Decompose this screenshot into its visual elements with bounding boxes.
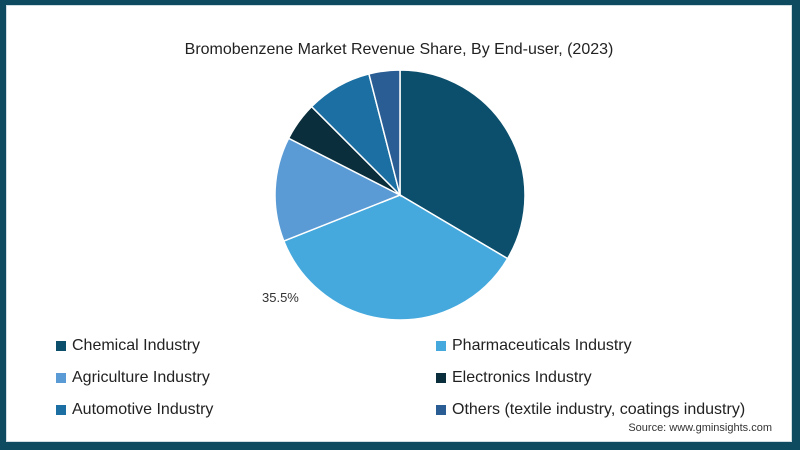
pie-slice-pharmaceuticals — [282, 194, 509, 321]
legend-item-chemical: Chemical Industry — [56, 335, 436, 357]
legend-swatch — [436, 373, 446, 383]
legend-item-electronics: Electronics Industry — [436, 367, 776, 389]
pie-chart — [274, 69, 526, 321]
pie-slices — [274, 69, 526, 321]
pie-slice-others — [368, 69, 401, 196]
legend-swatch — [56, 341, 66, 351]
chart-card: Bromobenzene Market Revenue Share, By En… — [6, 5, 792, 442]
legend-swatch — [436, 405, 446, 415]
legend-swatch — [56, 373, 66, 383]
legend-item-agriculture: Agriculture Industry — [56, 367, 436, 389]
chart-legend: Chemical Industry Pharmaceuticals Indust… — [56, 335, 776, 421]
pharmaceuticals-percent-label: 35.5% — [262, 290, 299, 305]
legend-item-automotive: Automotive Industry — [56, 399, 436, 421]
legend-swatch — [56, 405, 66, 415]
pie-slice-agriculture — [274, 137, 402, 242]
legend-item-others: Others (textile industry, coatings indus… — [436, 399, 776, 421]
legend-item-pharmaceuticals: Pharmaceuticals Industry — [436, 335, 776, 357]
chart-title: Bromobenzene Market Revenue Share, By En… — [184, 41, 614, 58]
pie-slice-chemical — [399, 69, 526, 260]
legend-swatch — [436, 341, 446, 351]
source-credit: Source: www.gminsights.com — [628, 422, 772, 434]
